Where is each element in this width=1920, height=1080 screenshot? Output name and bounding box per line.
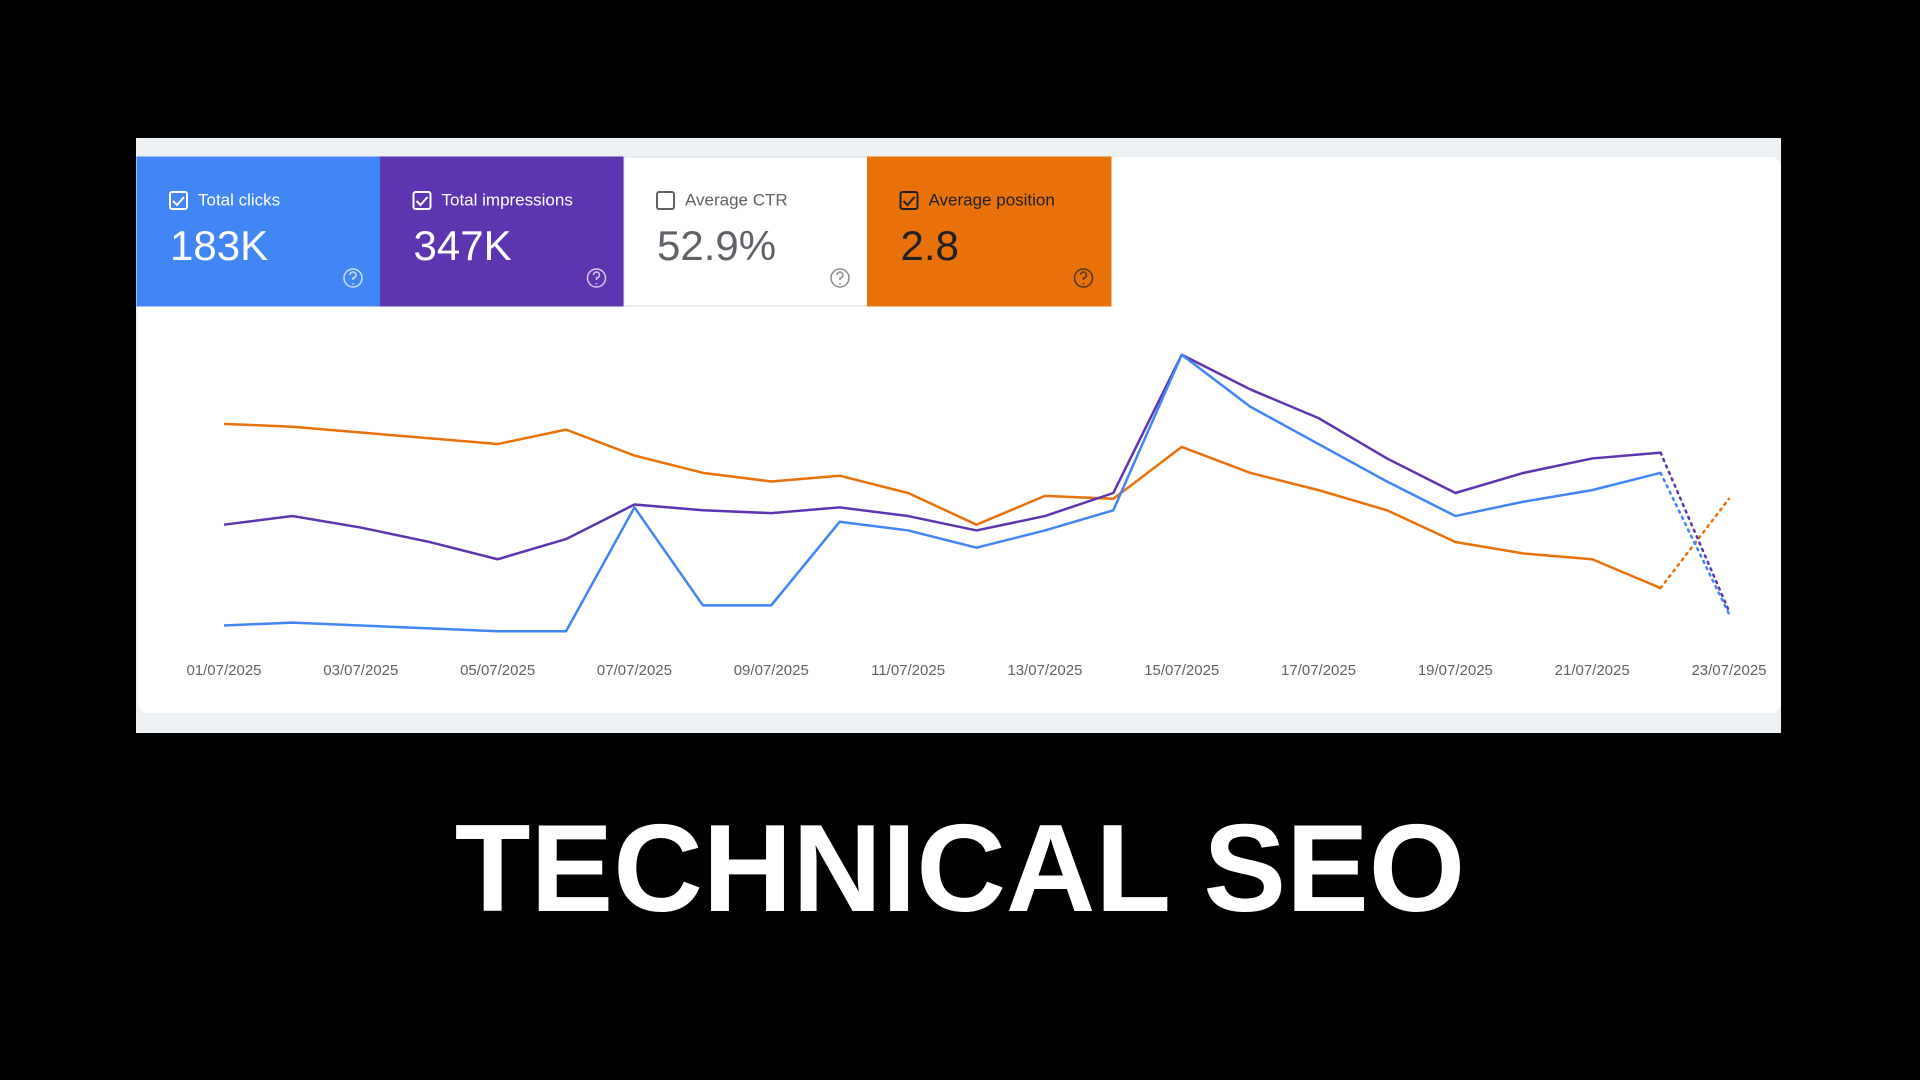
series-line	[223, 353, 1661, 633]
caption: TECHNICAL SEO	[455, 800, 1465, 938]
checkmark	[902, 196, 916, 207]
series-line	[223, 422, 1662, 590]
metric-card[interactable]: Total impressions 347K	[380, 156, 625, 307]
checkmark	[172, 196, 185, 207]
x-tick-label: 11/07/2025	[871, 662, 945, 679]
help-glyph	[349, 271, 357, 285]
metric-value: 2.8	[901, 222, 959, 269]
metric-card[interactable]: Average CTR 52.9%	[623, 156, 868, 307]
checkbox[interactable]	[169, 191, 188, 210]
help-glyph	[1079, 271, 1088, 285]
metric-value: 347K	[414, 222, 512, 269]
x-tick-label: 01/07/2025	[186, 662, 261, 679]
help-glyph	[836, 271, 844, 285]
x-tick-label: 07/07/2025	[597, 662, 672, 679]
help-icon[interactable]	[830, 268, 850, 288]
metric-label: Average CTR	[685, 190, 788, 209]
metric-label: Average position	[929, 190, 1055, 209]
card-bg	[623, 156, 868, 307]
help-icon[interactable]	[586, 268, 607, 288]
x-tick-label: 03/07/2025	[323, 662, 398, 679]
help-icon[interactable]	[343, 268, 363, 288]
metric-card[interactable]: Average position 2.8	[867, 156, 1112, 307]
series-projection	[1659, 471, 1731, 616]
checkbox[interactable]	[412, 191, 432, 210]
help-icon[interactable]	[1073, 268, 1094, 288]
x-tick-label: 09/07/2025	[734, 662, 809, 679]
series-line	[223, 353, 1661, 561]
checkbox[interactable]	[656, 191, 675, 210]
x-tick-label: 19/07/2025	[1418, 662, 1493, 679]
x-tick-label: 13/07/2025	[1007, 662, 1082, 679]
metric-label: Total impressions	[442, 190, 573, 209]
chart: 01/07/2025 03/07/2025 05/07/2025 07/07/2025…	[186, 353, 1767, 679]
metric-card[interactable]: Total clicks 183K	[136, 156, 381, 307]
card-bg	[380, 156, 625, 307]
checkmark	[415, 196, 429, 207]
metric-value: 183K	[170, 222, 268, 269]
metric-cards: Total clicks 183K Total impressions 347K Ave…	[136, 156, 1112, 307]
x-tick-label: 21/07/2025	[1555, 662, 1630, 679]
x-tick-label: 23/07/2025	[1691, 662, 1766, 679]
metric-value: 52.9%	[657, 222, 776, 269]
series-projection	[1659, 451, 1731, 613]
metric-label: Total clicks	[198, 190, 280, 209]
checkbox[interactable]	[899, 191, 919, 210]
card-bg	[867, 156, 1112, 307]
x-tick-label: 05/07/2025	[460, 662, 535, 679]
help-glyph	[592, 271, 601, 285]
card-bg	[136, 156, 381, 307]
x-tick-label: 17/07/2025	[1281, 662, 1356, 679]
x-tick-label: 15/07/2025	[1144, 662, 1219, 679]
